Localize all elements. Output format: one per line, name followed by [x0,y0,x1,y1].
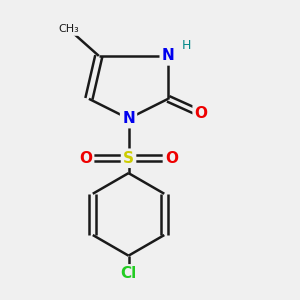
Text: CH₃: CH₃ [59,25,80,34]
Text: O: O [195,106,208,121]
Text: S: S [123,151,134,166]
Text: O: O [165,151,178,166]
Text: N: N [162,48,175,63]
Text: N: N [122,111,135,126]
Text: O: O [79,151,92,166]
Text: H: H [182,39,191,52]
Text: Cl: Cl [120,266,137,281]
